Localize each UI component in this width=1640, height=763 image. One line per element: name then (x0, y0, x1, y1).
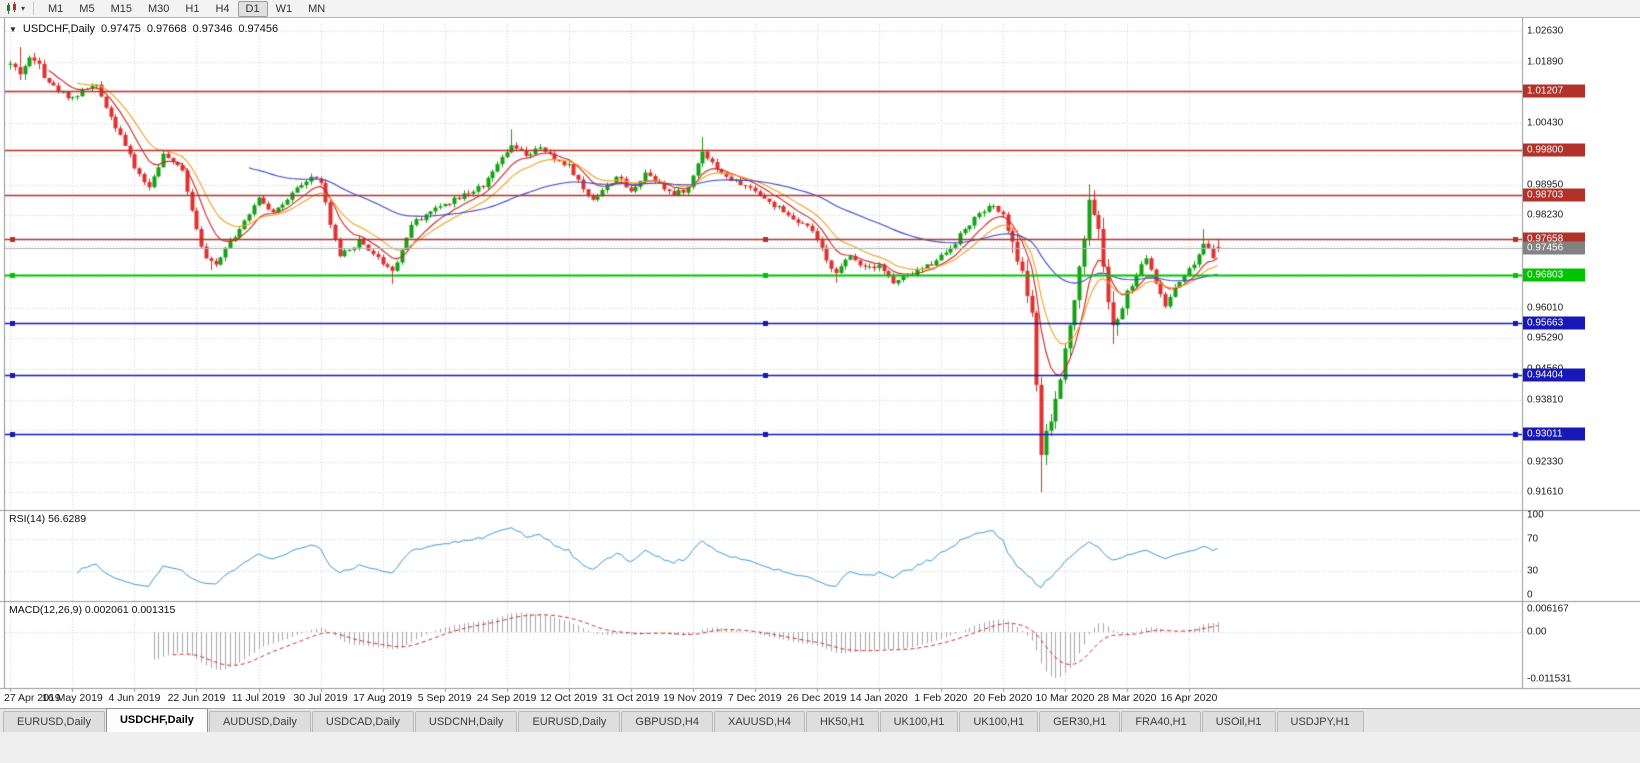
chart-tab-uk100-h1[interactable]: UK100,H1 (959, 711, 1039, 732)
price-line-badge[interactable]: 0.94404 (1523, 368, 1585, 382)
current-price-badge: 0.97456 (1523, 241, 1585, 255)
chart-tab-usdjpy-h1[interactable]: USDJPY,H1 (1276, 711, 1364, 732)
price-axis-label: 0.91610 (1527, 486, 1564, 498)
chart-tab-usdchf-daily[interactable]: USDCHF,Daily (105, 708, 208, 732)
price-chart-canvas[interactable] (0, 18, 1640, 708)
candlestick-chart-icon[interactable] (5, 2, 19, 15)
chart-tab-fra40-h1[interactable]: FRA40,H1 (1121, 711, 1201, 732)
low-value: 0.97346 (192, 23, 233, 35)
date-axis-label: 19 Nov 2019 (662, 692, 723, 704)
chevron-down-icon[interactable]: ▾ (21, 4, 26, 13)
date-axis-label: 24 Sep 2019 (476, 692, 537, 704)
chart-region: ▼ USDCHF,Daily 0.97475 0.97668 0.97346 0… (0, 18, 1640, 708)
rsi-indicator-label: RSI(14) 56.6289 (9, 513, 87, 525)
date-axis-label: 16 May 2019 (42, 692, 103, 704)
chart-tab-ger30-h1[interactable]: GER30,H1 (1039, 711, 1121, 732)
date-axis-label: 11 Jul 2019 (231, 692, 286, 704)
timeframe-button-m5[interactable]: M5 (79, 2, 95, 15)
price-line-badge[interactable]: 0.98703 (1523, 188, 1585, 202)
timeframe-button-m1[interactable]: M1 (48, 2, 64, 15)
date-axis-label: 28 Mar 2020 (1097, 692, 1157, 704)
price-line-badge[interactable]: 0.95663 (1523, 316, 1585, 330)
rsi-level-label: 0 (1527, 589, 1533, 601)
price-axis-label: 1.01890 (1527, 56, 1564, 68)
chart-tab-uk100-h1[interactable]: UK100,H1 (879, 711, 959, 732)
statusbar-filler (0, 732, 1640, 763)
high-value: 0.97668 (146, 23, 187, 35)
date-axis-label: 12 Oct 2019 (540, 692, 598, 704)
timeframe-button-h4[interactable]: H4 (215, 2, 230, 15)
timeframe-button-group: M1 M5 M15 M30 H1 H4 D1 W1 MN (40, 0, 333, 17)
price-axis-label: 0.92330 (1527, 456, 1564, 468)
date-axis-label: 16 Apr 2020 (1160, 692, 1218, 704)
chart-tab-usoil-h1[interactable]: USOil,H1 (1201, 711, 1276, 732)
price-line-badge[interactable]: 1.01207 (1523, 84, 1585, 98)
date-axis-label: 26 Dec 2019 (787, 692, 847, 704)
date-axis-label: 10 Mar 2020 (1035, 692, 1095, 704)
price-axis-label: 0.98230 (1527, 209, 1564, 221)
macd-indicator-label: MACD(12,26,9) 0.002061 0.001315 (9, 604, 176, 616)
price-axis-label: 0.96010 (1527, 302, 1564, 314)
timeframe-button-m30[interactable]: M30 (147, 2, 170, 15)
date-axis-label: 20 Feb 2020 (973, 692, 1033, 704)
chart-tab-audusd-daily[interactable]: AUDUSD,Daily (208, 711, 311, 732)
rsi-level-label: 30 (1527, 565, 1539, 577)
timeframe-button-h1[interactable]: H1 (185, 2, 200, 15)
price-axis-label: 0.94560 (1527, 363, 1563, 374)
rsi-level-label: 100 (1527, 509, 1544, 521)
rsi-level-label: 70 (1527, 533, 1539, 545)
timeframe-button-w1[interactable]: W1 (275, 2, 293, 15)
chart-toolbar: ▾ M1 M5 M15 M30 H1 H4 D1 W1 MN (0, 0, 1640, 18)
chart-ohlc-header: ▼ USDCHF,Daily 0.97475 0.97668 0.97346 0… (9, 23, 278, 35)
close-value: 0.97456 (238, 23, 279, 35)
chart-tab-xauusd-h4[interactable]: XAUUSD,H4 (713, 711, 805, 732)
date-axis-label: 7 Dec 2019 (727, 692, 782, 704)
date-axis-label: 17 Aug 2019 (353, 692, 413, 704)
chart-tab-gbpusd-h4[interactable]: GBPUSD,H4 (621, 711, 713, 732)
date-axis-label: 22 Jun 2019 (167, 692, 226, 704)
macd-min-label: -0.011531 (1527, 673, 1572, 685)
open-value: 0.97475 (101, 23, 141, 35)
macd-max-label: 0.006167 (1527, 603, 1569, 615)
price-axis-label: 0.98950 (1527, 179, 1564, 191)
chart-tab-usdcad-daily[interactable]: USDCAD,Daily (311, 711, 414, 732)
date-axis-label: 31 Oct 2019 (602, 692, 660, 704)
price-axis-label: 0.95290 (1527, 332, 1564, 344)
date-axis-label: 27 Apr 2019 (4, 692, 61, 704)
price-axis-label: 1.00430 (1527, 117, 1564, 129)
chart-tabs-bar: EURUSD,Daily USDCHF,Daily AUDUSD,Daily USDC… (0, 708, 1640, 732)
date-axis-label: 4 Jun 2019 (108, 692, 161, 704)
timeframe-button-m15[interactable]: M15 (110, 2, 132, 15)
chart-tab-eurusd-daily[interactable]: EURUSD,Daily (518, 711, 621, 732)
chart-symbol-label: USDCHF,Daily (22, 23, 96, 35)
date-axis-label: 1 Feb 2020 (914, 692, 968, 704)
price-line-badge[interactable]: 0.96803 (1523, 268, 1585, 282)
price-axis-label: 0.93810 (1527, 394, 1564, 406)
price-axis-label: 1.02630 (1527, 25, 1564, 37)
chart-tab-hk50-h1[interactable]: HK50,H1 (805, 711, 879, 732)
macd-zero-label: 0.00 (1527, 626, 1547, 638)
date-axis-label: 14 Jan 2020 (849, 692, 908, 704)
price-line-badge[interactable]: 0.99800 (1523, 143, 1585, 157)
toolbar-separator (33, 2, 35, 15)
date-axis-label: 30 Jul 2019 (293, 692, 348, 704)
chart-tab-eurusd-daily[interactable]: EURUSD,Daily (3, 711, 105, 732)
timeframe-button-d1[interactable]: D1 (237, 0, 268, 17)
price-line-badge[interactable]: 0.93011 (1523, 427, 1585, 441)
date-axis-label: 5 Sep 2019 (417, 692, 472, 704)
timeframe-button-mn[interactable]: MN (308, 2, 326, 15)
collapse-triangle-icon[interactable]: ▼ (9, 24, 17, 34)
chart-tab-usdcnh-daily[interactable]: USDCNH,Daily (414, 711, 518, 732)
